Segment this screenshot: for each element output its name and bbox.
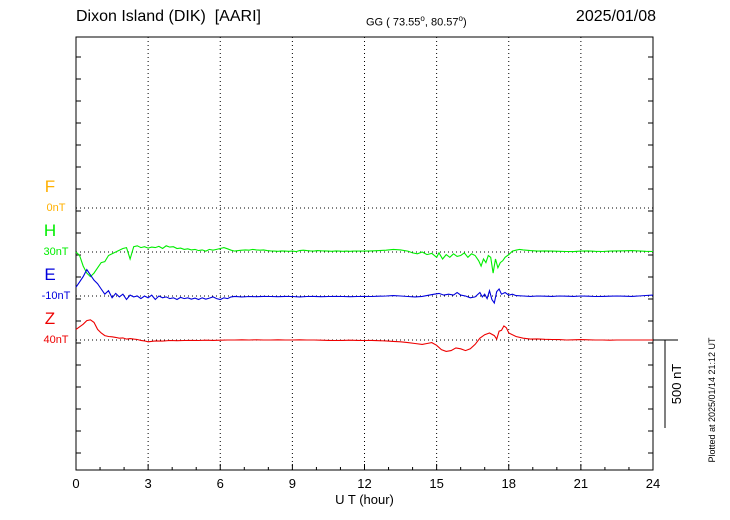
x-tick-label: 18 (502, 476, 516, 491)
station-coordinates: GG ( 73.55o, 80.57o) (366, 14, 467, 29)
x-tick-label: 9 (289, 476, 296, 491)
component-baseline-h: 30nT (43, 246, 68, 258)
series-line-h (75, 245, 654, 278)
x-tick-label: 6 (217, 476, 224, 491)
x-tick-label: 3 (145, 476, 152, 491)
chart-date: 2025/01/08 (575, 8, 656, 25)
component-baseline-e: -10nT (42, 290, 71, 302)
plotted-note: Plotted at 2025/01/14 21:12 UT (707, 337, 717, 463)
component-baseline-z: 40nT (43, 334, 68, 346)
series-line-z (75, 319, 653, 352)
x-tick-label: 0 (72, 476, 79, 491)
component-letter-h: H (44, 221, 56, 240)
x-axis-title: U T (hour) (335, 492, 394, 507)
component-letter-z: Z (45, 309, 55, 328)
series-line-e (75, 268, 654, 305)
component-letter-e: E (44, 265, 55, 284)
component-letter-f: F (45, 177, 55, 196)
x-tick-label: 15 (429, 476, 443, 491)
station-org: [AARI] (214, 8, 261, 25)
scale-bar-label: 500 nT (669, 364, 684, 405)
station-title: Dixon Island (DIK) [AARI] (76, 8, 261, 26)
station-name: Dixon Island (DIK) (76, 8, 206, 25)
x-tick-label: 21 (574, 476, 588, 491)
component-baseline-f: 0nT (47, 202, 66, 214)
x-tick-label: 24 (646, 476, 660, 491)
x-tick-label: 12 (357, 476, 371, 491)
